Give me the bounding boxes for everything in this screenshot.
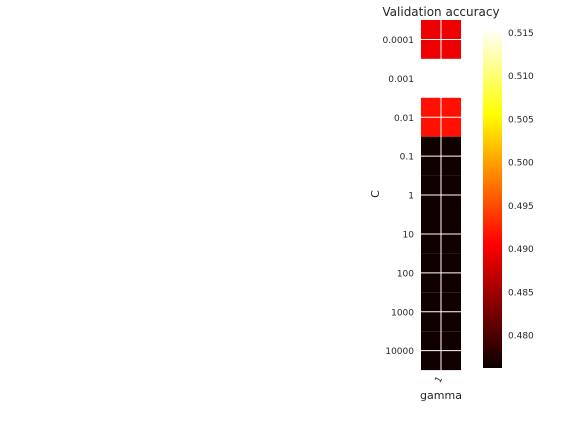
- y-tick-label: 0.1: [400, 153, 414, 163]
- y-tick-label: 0.01: [394, 114, 414, 124]
- y-tick-label: 10: [403, 230, 415, 240]
- x-tick-label: 1: [434, 375, 446, 385]
- y-tick-label: 0.0001: [383, 36, 415, 46]
- y-tick-label: 1: [408, 192, 414, 202]
- chart-title: Validation accuracy: [382, 5, 499, 19]
- y-tick-labels: 0.0001 0.001 0.01 0.1 1 10 100 1000 10000: [383, 36, 415, 357]
- colorbar-tick-label: 0.480: [508, 332, 534, 342]
- y-tick-label: 100: [397, 269, 414, 279]
- x-tick-labels: 1: [434, 375, 446, 385]
- colorbar-tick-label: 0.495: [508, 202, 534, 212]
- y-tick-label: 10000: [385, 347, 414, 357]
- colorbar-tick-label: 0.505: [508, 115, 534, 125]
- y-tick-label: 1000: [391, 308, 414, 318]
- colorbar-tick-label: 0.485: [508, 288, 534, 298]
- y-axis-label: C: [369, 190, 382, 198]
- colorbar: [483, 28, 502, 368]
- colorbar-tick-label: 0.510: [508, 72, 534, 82]
- colorbar-tick-label: 0.500: [508, 159, 534, 169]
- y-tick-label: 0.001: [388, 75, 414, 85]
- heatmap-grid: [421, 20, 461, 371]
- x-axis-label: gamma: [420, 389, 462, 402]
- colorbar-tick-labels: 0.480 0.485 0.490 0.495 0.500 0.505 0.510 0.515: [508, 29, 534, 342]
- colorbar-tick-label: 0.490: [508, 245, 534, 255]
- colorbar-tick-label: 0.515: [508, 29, 534, 39]
